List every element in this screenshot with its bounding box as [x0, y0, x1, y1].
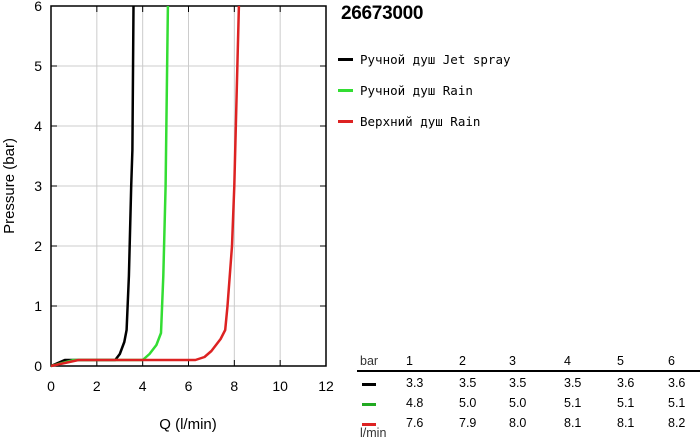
- pressure-header-cell: 5: [617, 354, 624, 368]
- pressure-header-cell: 4: [564, 354, 571, 368]
- table-cell: 3.5: [564, 376, 582, 390]
- y-tick-label: 6: [34, 0, 42, 14]
- legend-swatch: [338, 89, 353, 92]
- pressure-header-cell: 1: [406, 354, 413, 368]
- legend-label: Ручной душ Jet spray: [360, 52, 511, 67]
- legend-swatch: [338, 120, 353, 123]
- row-color-swatch: [362, 403, 376, 406]
- y-tick-label: 0: [34, 358, 42, 374]
- table-cell: 3.3: [406, 376, 424, 390]
- table-cell: 5.1: [668, 396, 686, 410]
- chart-legend: Ручной душ Jet spray Ручной душ Rain Вер…: [338, 44, 511, 137]
- table-cell: 8.0: [509, 416, 527, 430]
- y-tick-label: 4: [34, 118, 42, 134]
- table-cell: 4.8: [406, 396, 424, 410]
- table-cell: 8.1: [617, 416, 635, 430]
- legend-label: Верхний душ Rain: [360, 114, 481, 129]
- pressure-header-cell: 6: [668, 354, 675, 368]
- x-axis-title: Q (l/min): [159, 416, 217, 433]
- x-tick-label: 4: [139, 378, 147, 394]
- series-line-3: [50, 5, 241, 368]
- table-cell: 3.5: [459, 376, 477, 390]
- chart-grid: [50, 5, 327, 367]
- legend-swatch: [338, 58, 353, 61]
- table-cell: 3.6: [668, 376, 686, 390]
- y-axis-title: Pressure (bar): [1, 138, 18, 234]
- x-tick-label: 2: [93, 378, 101, 394]
- table-cell: 7.9: [459, 416, 477, 430]
- chart-title: 26673000: [341, 3, 424, 24]
- table-cell: 8.1: [564, 416, 582, 430]
- x-tick-label: 6: [185, 378, 193, 394]
- x-tick-label: 0: [47, 378, 55, 394]
- x-tick-label: 10: [272, 378, 288, 394]
- table-cell: 3.5: [509, 376, 527, 390]
- table-cell: 3.6: [617, 376, 635, 390]
- pressure-header-cell: 2: [459, 354, 466, 368]
- y-tick-label: 2: [34, 238, 42, 254]
- y-tick-label: 3: [34, 178, 42, 194]
- row-color-swatch: [362, 383, 376, 386]
- table-cell: 8.2: [668, 416, 686, 430]
- x-tick-label: 8: [230, 378, 238, 394]
- series-line-1: [50, 5, 135, 368]
- table-header-rule: [357, 370, 700, 372]
- legend-item: Ручной душ Rain: [338, 75, 511, 106]
- y-tick-label: 5: [34, 58, 42, 74]
- legend-item: Верхний душ Rain: [338, 106, 511, 137]
- table-cell: 5.0: [509, 396, 527, 410]
- flow-unit-label: l/min: [360, 426, 387, 440]
- legend-label: Ручной душ Rain: [360, 83, 473, 98]
- x-tick-label: 12: [318, 378, 334, 394]
- table-cell: 5.1: [564, 396, 582, 410]
- table-cell: 7.6: [406, 416, 424, 430]
- legend-item: Ручной душ Jet spray: [338, 44, 511, 75]
- pressure-unit-label: bar: [360, 354, 379, 368]
- row-color-swatch: [362, 423, 376, 426]
- chart-series: [50, 5, 241, 368]
- table-cell: 5.1: [617, 396, 635, 410]
- y-tick-label: 1: [34, 298, 42, 314]
- table-cell: 5.0: [459, 396, 477, 410]
- pressure-header-cell: 3: [509, 354, 516, 368]
